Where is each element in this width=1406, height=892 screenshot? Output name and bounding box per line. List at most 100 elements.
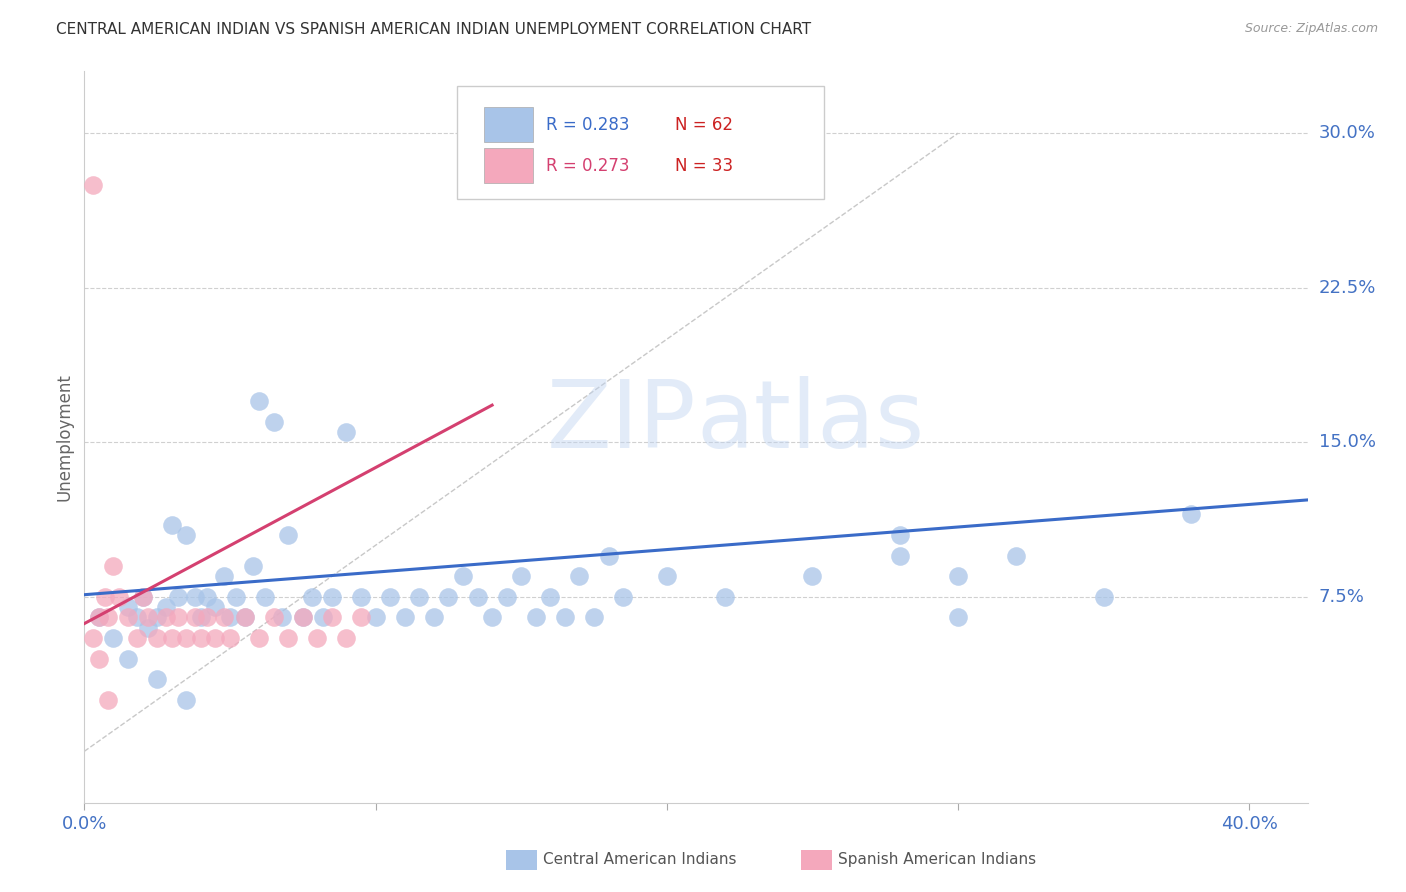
Text: Spanish American Indians: Spanish American Indians [838,853,1036,867]
Point [184,610,207,624]
Point [103,558,125,573]
Point [125,610,148,624]
Point [155,600,177,615]
Point [233,610,256,624]
Point [612,590,634,604]
Point [87,610,110,624]
Point [117,610,139,624]
Point [174,693,197,707]
Point [394,610,416,624]
Point [524,610,547,624]
Point [889,528,911,542]
Point [253,590,276,604]
Point [146,610,169,624]
Point [598,549,620,563]
Text: Source: ZipAtlas.com: Source: ZipAtlas.com [1244,22,1378,36]
Text: R = 0.283: R = 0.283 [546,116,628,134]
Point [889,549,911,563]
Point [538,590,561,604]
Point [125,631,148,645]
Point [263,415,285,429]
Point [212,610,235,624]
Point [312,610,335,624]
Point [510,569,533,583]
Point [160,631,183,645]
Text: 7.5%: 7.5% [1319,588,1365,606]
Point [451,569,474,583]
Point [408,590,430,604]
Point [481,610,503,624]
Point [219,631,242,645]
Point [155,610,177,624]
Point [350,610,373,624]
Point [131,590,153,604]
Point [117,651,139,665]
Point [582,610,605,624]
Point [554,610,576,624]
Point [380,590,402,604]
Point [247,631,270,645]
Point [495,590,517,604]
Point [467,590,489,604]
Point [204,600,226,615]
Point [212,569,235,583]
Point [364,610,387,624]
Point [301,590,323,604]
Point [146,672,169,686]
Text: CENTRAL AMERICAN INDIAN VS SPANISH AMERICAN INDIAN UNEMPLOYMENT CORRELATION CHAR: CENTRAL AMERICAN INDIAN VS SPANISH AMERI… [56,22,811,37]
Point [263,610,285,624]
Point [437,590,460,604]
Point [321,610,343,624]
Point [131,590,153,604]
Point [117,600,139,615]
Point [946,569,969,583]
Point [225,590,247,604]
Point [190,610,212,624]
Point [277,528,299,542]
Point [174,631,197,645]
Point [138,610,160,624]
Point [103,631,125,645]
Point [946,610,969,624]
Point [195,590,218,604]
Point [174,528,197,542]
Point [247,394,270,409]
Text: 22.5%: 22.5% [1319,278,1376,297]
Point [277,631,299,645]
Point [291,610,314,624]
Point [87,610,110,624]
Point [160,517,183,532]
Point [93,590,115,604]
Point [307,631,329,645]
Point [423,610,446,624]
Y-axis label: Unemployment: Unemployment [55,373,73,501]
Point [233,610,256,624]
FancyBboxPatch shape [457,86,824,200]
Bar [484,107,533,143]
Point [271,610,294,624]
Point [801,569,824,583]
Text: 30.0%: 30.0% [1319,124,1375,142]
Point [568,569,591,583]
Point [1092,590,1115,604]
Point [97,610,120,624]
Text: Central American Indians: Central American Indians [543,853,737,867]
Text: 15.0%: 15.0% [1319,434,1375,451]
Point [1180,508,1202,522]
Point [97,693,120,707]
Point [166,590,188,604]
Bar [484,148,533,183]
Point [195,610,218,624]
Point [190,631,212,645]
Point [335,631,357,645]
Point [219,610,242,624]
Text: R = 0.273: R = 0.273 [546,157,628,175]
Point [335,425,357,439]
Point [82,631,104,645]
Point [321,590,343,604]
Point [242,558,264,573]
Point [146,631,169,645]
Point [291,610,314,624]
Text: atlas: atlas [696,376,924,468]
Point [184,590,207,604]
